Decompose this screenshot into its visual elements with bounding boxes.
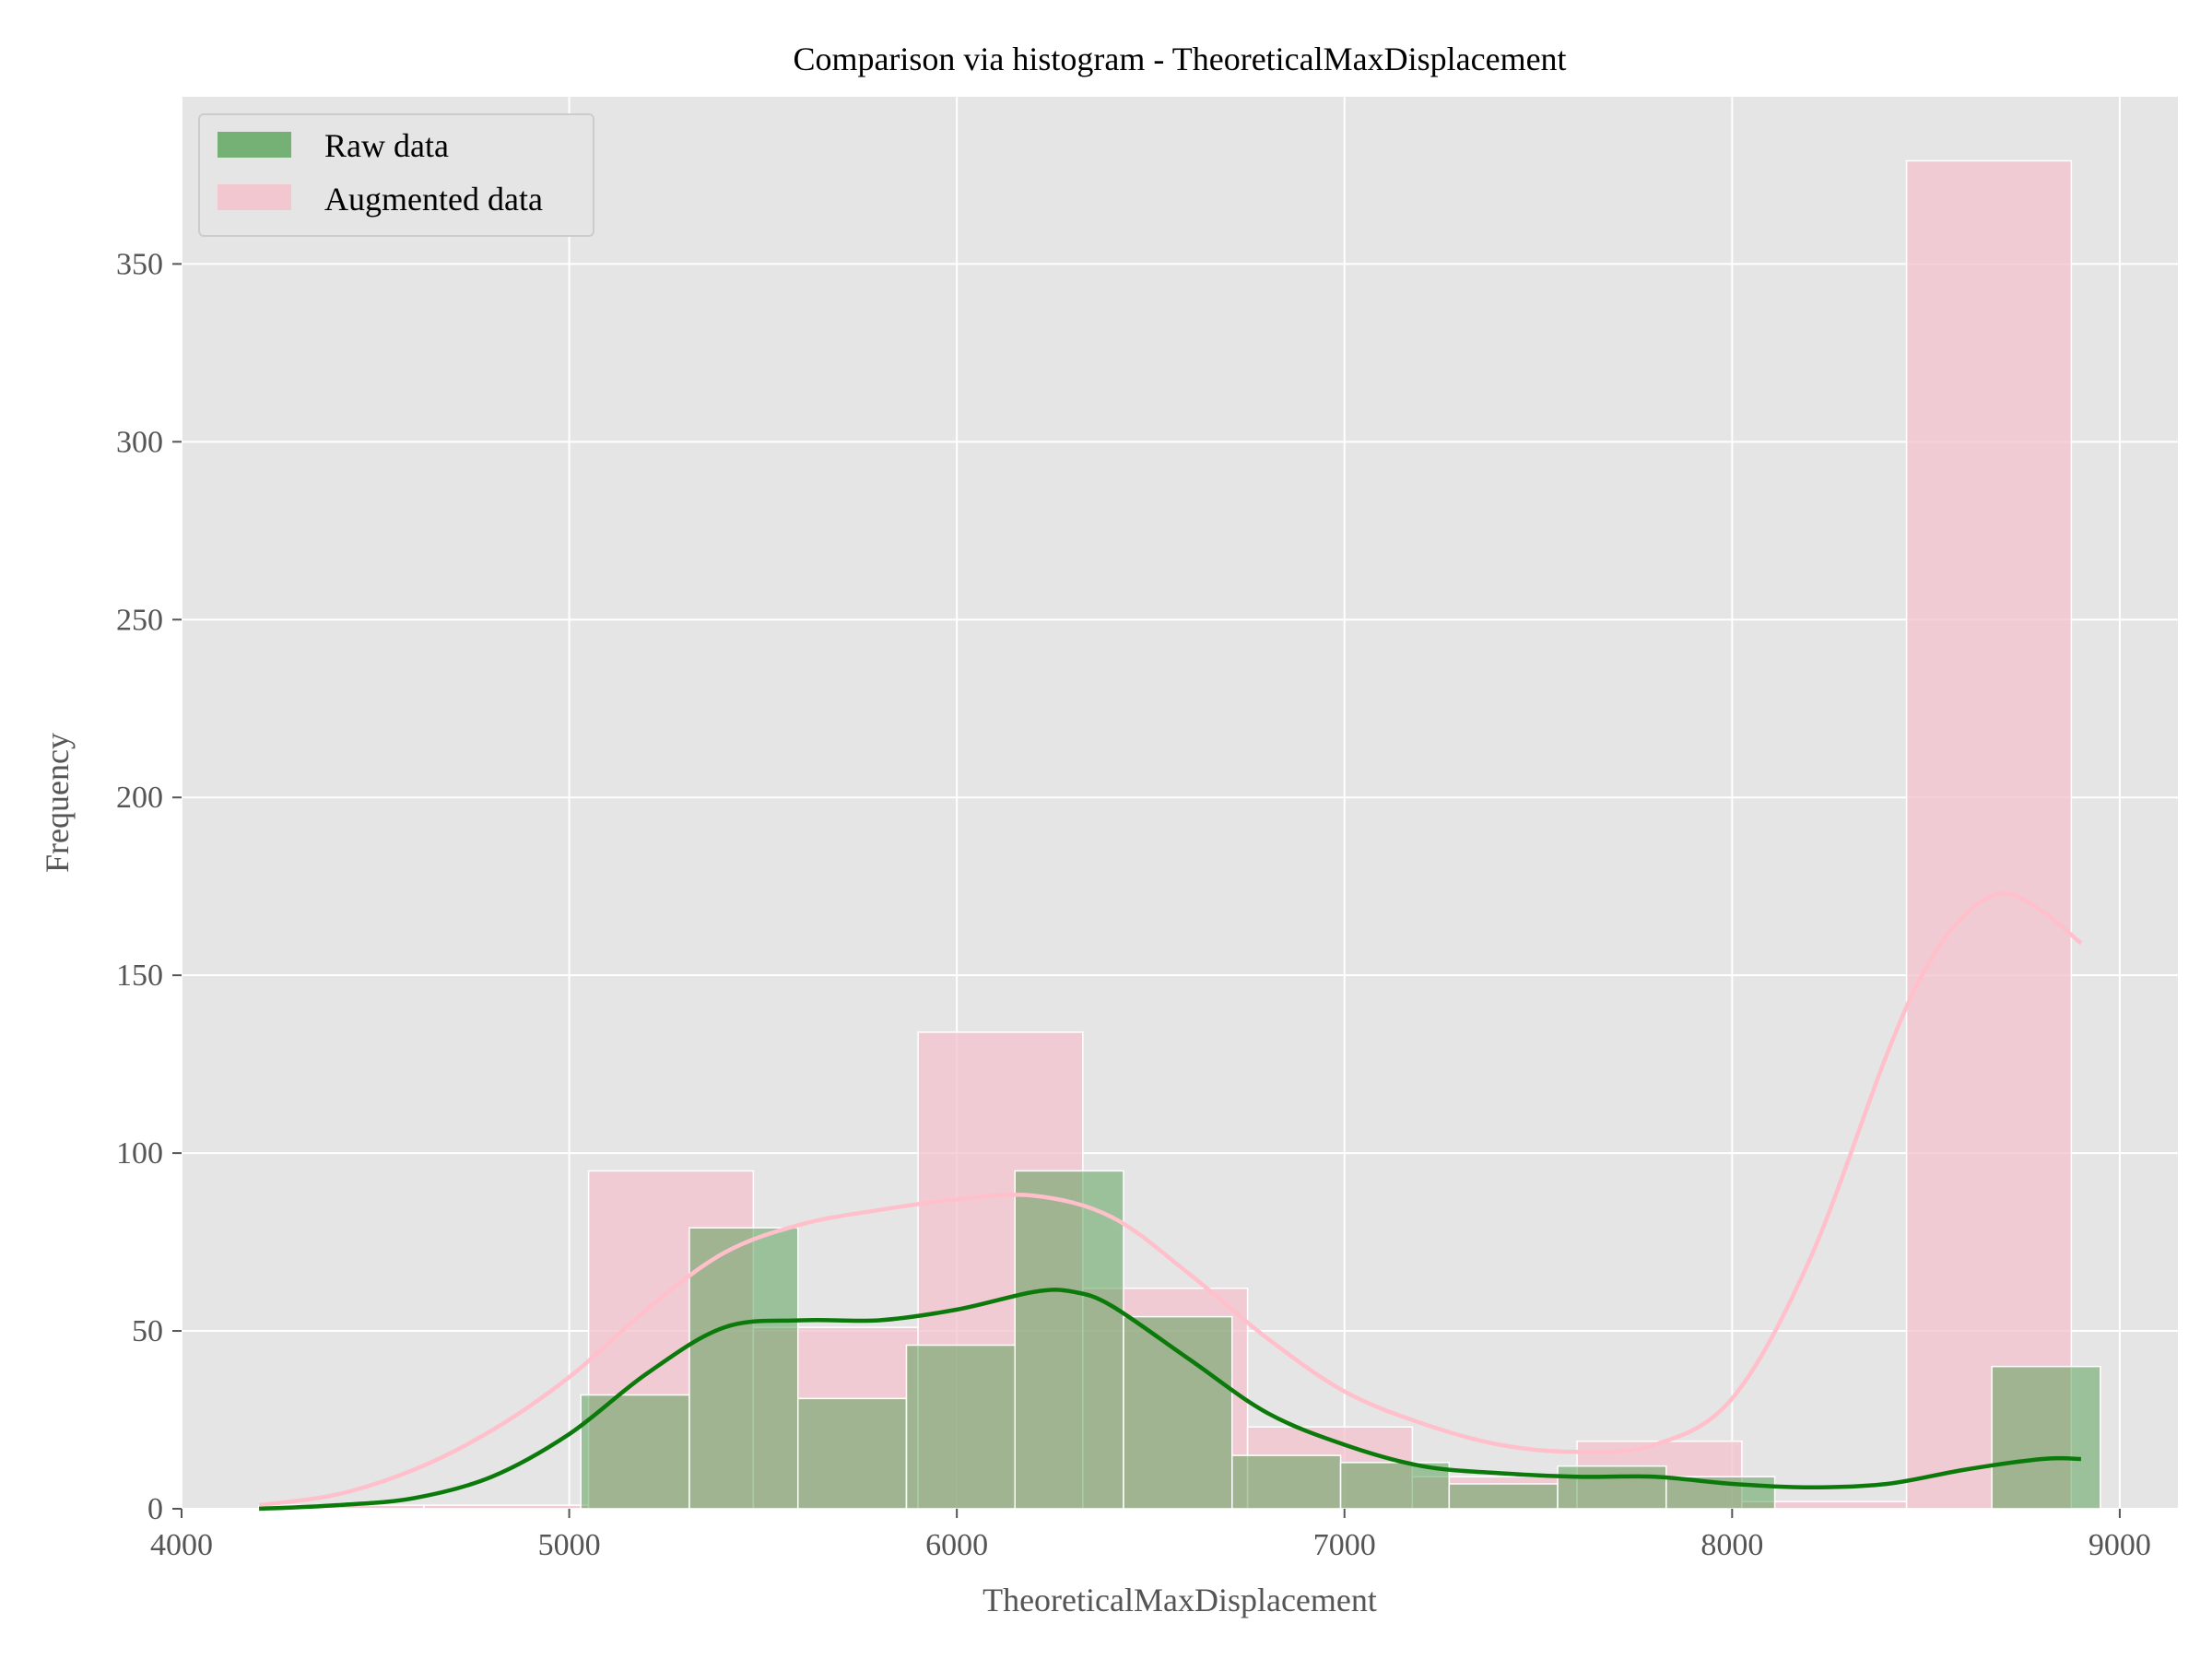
- y-tick-label: 50: [132, 1314, 163, 1348]
- y-axis: 0 50 100 150 200 250 300 350: [116, 247, 182, 1526]
- x-tick-label: 4000: [150, 1528, 213, 1562]
- histogram-bar-raw: [1231, 1454, 1342, 1510]
- legend-label-raw: Raw data: [324, 127, 449, 164]
- y-tick-label: 150: [116, 959, 163, 993]
- y-tick-label: 0: [147, 1492, 163, 1526]
- y-tick-label: 250: [116, 603, 163, 637]
- legend-frame: [198, 113, 594, 237]
- chart-title: Comparison via histogram - TheoreticalMa…: [793, 41, 1566, 77]
- histogram-bar-augmented: [423, 1504, 590, 1510]
- histogram-bar-raw: [905, 1344, 1017, 1510]
- histogram-bar-raw: [1991, 1365, 2101, 1510]
- kde-line-raw: [259, 1288, 2081, 1512]
- histogram-bar-raw: [1123, 1315, 1233, 1510]
- histogram-bar-raw: [1448, 1483, 1559, 1510]
- y-tick-label: 350: [116, 247, 163, 281]
- x-axis: 4000 5000 6000 7000 8000 9000: [150, 1509, 2151, 1562]
- grid-lines: [181, 97, 2178, 1510]
- x-tick-label: 8000: [1700, 1528, 1763, 1562]
- raw-data-bars: [580, 1170, 2101, 1510]
- histogram-bar-raw: [1339, 1462, 1451, 1510]
- legend-swatch-augmented: [218, 184, 291, 210]
- x-tick-label: 5000: [538, 1528, 601, 1562]
- plot-area: [182, 97, 2178, 1509]
- legend-swatch-raw: [218, 132, 291, 158]
- histogram-bar-raw: [688, 1227, 799, 1510]
- legend-label-augmented: Augmented data: [324, 181, 543, 218]
- histogram-bar-raw: [1014, 1170, 1124, 1510]
- legend: Raw data Augmented data: [198, 113, 594, 237]
- histogram-bar-raw: [796, 1397, 908, 1510]
- y-tick-label: 300: [116, 425, 163, 459]
- x-axis-label: TheoreticalMaxDisplacement: [982, 1582, 1377, 1618]
- histogram-bar-augmented: [1905, 159, 2073, 1510]
- x-tick-label: 6000: [925, 1528, 988, 1562]
- histogram-bar-raw: [1557, 1465, 1667, 1510]
- y-axis-label: Frequency: [39, 733, 76, 873]
- kde-line-augmented: [258, 891, 2083, 1508]
- x-tick-label: 9000: [2088, 1528, 2151, 1562]
- x-tick-label: 7000: [1313, 1528, 1376, 1562]
- y-tick-label: 200: [116, 781, 163, 815]
- y-tick-label: 100: [116, 1136, 163, 1171]
- kde-curves: [258, 891, 2083, 1512]
